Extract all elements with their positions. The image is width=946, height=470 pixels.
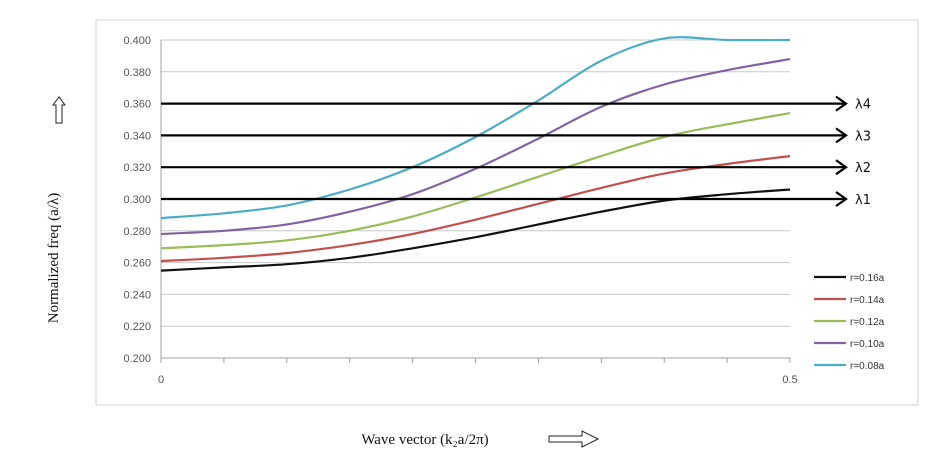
legend: r=0.16a r=0.14a r=0.12a r=0.10a r=0.08a: [814, 273, 885, 372]
arrowhead-icon: [835, 159, 848, 176]
y-tick-label: 0.200: [123, 353, 151, 365]
axes: 0.200 0.220 0.240 0.260 0.280 0.300 0.320 0.340…: [123, 35, 797, 386]
y-axis-arrow-icon: [52, 96, 66, 124]
series-line-3: [160, 112, 791, 250]
y-tick-label: 0.260: [123, 258, 151, 270]
x-tick-label: 0: [158, 374, 164, 386]
y-tick-label: 0.280: [123, 226, 151, 238]
wavelength-label: λ3: [855, 129, 871, 144]
x-axis-arrow-icon: [548, 430, 600, 448]
wavelength-label: λ2: [855, 161, 871, 176]
wavelength-label: λ1: [855, 193, 871, 208]
x-tick-label: 0.5: [782, 374, 797, 386]
arrowhead-icon: [835, 127, 848, 144]
legend-entry: r=0.10a: [850, 339, 885, 350]
y-tick-label: 0.360: [123, 99, 151, 111]
y-axis-label: Normalized freq (a/λ): [46, 193, 62, 324]
y-tick-label: 0.340: [123, 130, 151, 142]
y-tick-label: 0.320: [123, 162, 151, 174]
y-tick-label: 0.220: [123, 321, 151, 333]
y-tick-label: 0.380: [123, 67, 151, 79]
legend-entry: r=0.16a: [850, 273, 885, 284]
wavelength-label: λ4: [855, 98, 871, 113]
wavelength-lines: λ1 λ2 λ3 λ4: [161, 95, 871, 208]
series-line-5: [160, 36, 791, 220]
y-tick-label: 0.400: [123, 35, 151, 47]
x-axis-label: Wave vector (k₂a/2π): [361, 432, 488, 448]
arrowhead-icon: [835, 191, 848, 207]
legend-entry: r=0.08a: [850, 361, 885, 372]
legend-entry: r=0.14a: [850, 295, 885, 306]
y-tick-label: 0.300: [123, 194, 151, 206]
legend-entry: r=0.12a: [850, 317, 885, 328]
arrowhead-icon: [835, 95, 848, 112]
series-line-2: [160, 155, 791, 263]
y-tick-label: 0.240: [123, 289, 151, 301]
series-line-4: [160, 58, 791, 236]
